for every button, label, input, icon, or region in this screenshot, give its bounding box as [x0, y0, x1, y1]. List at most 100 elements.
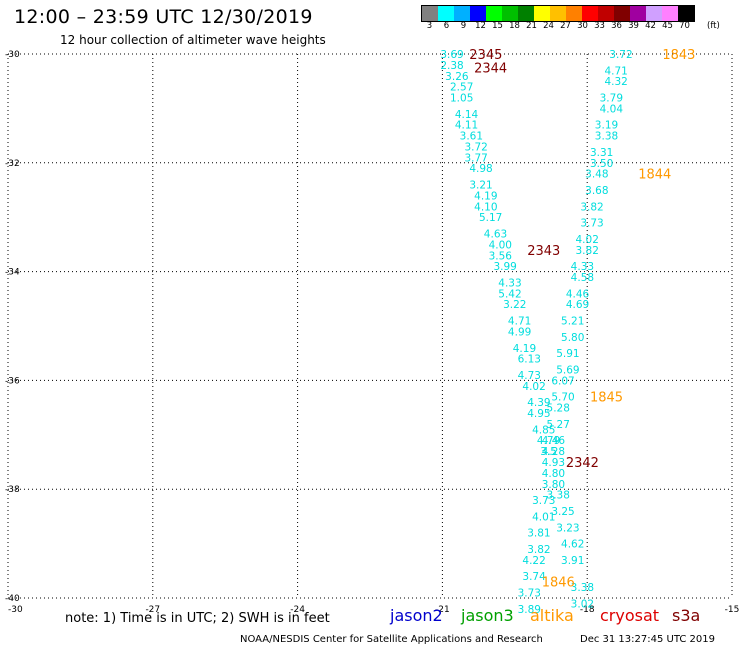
wave-height-label: 4.33	[571, 261, 594, 273]
wave-height-label: 4.04	[600, 103, 624, 115]
wave-height-label: 2.57	[450, 82, 473, 94]
wave-height-label: 3.50	[590, 158, 613, 170]
wave-height-label: 6.13	[518, 354, 541, 366]
legend-swatch	[534, 6, 550, 21]
wave-height-label: 4.32	[604, 76, 627, 88]
legend-swatch-label: 15	[492, 21, 503, 31]
legend-swatch-label: 30	[577, 21, 588, 31]
wave-height-label: 3.72	[609, 49, 632, 61]
wave-height-label: 5.80	[561, 332, 584, 344]
pass-time-label: 2343	[527, 244, 560, 259]
x-tick-label: -27	[145, 605, 160, 615]
wave-height-label: 6.07	[551, 375, 574, 387]
wave-height-label: 3.02	[571, 598, 594, 610]
wave-height-label: 5.21	[561, 316, 584, 328]
legend-altika: altika	[530, 606, 574, 625]
wave-height-label: 4.39	[527, 397, 550, 409]
wave-height-label: 4.46	[566, 288, 590, 300]
wave-height-label: 3.19	[595, 120, 618, 132]
wave-height-label: 3.31	[590, 147, 613, 159]
wave-height-label: 3.82	[527, 544, 550, 556]
wave-height-label: 3.38	[595, 131, 618, 143]
legend-swatch	[662, 6, 678, 21]
legend-s3a: s3a	[672, 606, 701, 625]
legend-swatch	[646, 6, 662, 21]
legend-swatch	[454, 6, 470, 21]
wave-height-label: 3.23	[556, 522, 579, 534]
legend-swatch-label: 18	[509, 21, 520, 31]
wave-height-label: 4.69	[566, 299, 589, 311]
wave-height-label: 4.11	[455, 120, 478, 132]
legend-swatch	[502, 6, 518, 21]
legend-cryosat: cryosat	[600, 606, 660, 625]
wave-height-label: 3.21	[469, 180, 492, 192]
wave-height-label: 3.73	[518, 588, 541, 600]
legend-swatch-label: 6	[443, 21, 450, 31]
wave-height-label: 4.93	[542, 457, 565, 469]
wave-height-label: 3.26	[445, 71, 469, 83]
x-tick-label: -18	[580, 605, 595, 615]
wave-height-label: 4.22	[522, 555, 545, 567]
wave-height-label: 5.69	[556, 365, 579, 377]
wave-height-label: 5.70	[551, 392, 574, 404]
wave-height-label: 3.5	[540, 446, 557, 458]
generated-timestamp: Dec 31 13:27:45 UTC 2019	[580, 634, 715, 645]
wave-height-label: 2.38	[440, 60, 463, 72]
wave-height-label: 5.17	[479, 212, 502, 224]
wave-height-label: 4.99	[508, 326, 531, 338]
wave-height-label: 3.61	[460, 131, 483, 143]
legend-swatch	[486, 6, 502, 21]
wave-height-label: 3.56	[489, 250, 513, 262]
legend-swatch	[630, 6, 646, 21]
legend-swatch-label: 27	[560, 21, 571, 31]
wave-height-label: 5.28	[547, 403, 570, 415]
color-scale-legend	[421, 5, 695, 22]
wave-height-label: 3.22	[503, 299, 526, 311]
wave-height-label: 3.48	[585, 169, 608, 181]
wave-height-label: 3.68	[585, 185, 608, 197]
pass-time-label: 2345	[469, 48, 502, 63]
legend-swatch	[678, 6, 694, 21]
wave-height-label: 3.82	[576, 245, 599, 257]
wave-height-label: 3.80	[542, 479, 565, 491]
legend-swatch	[470, 6, 486, 21]
wave-height-label: 4.98	[469, 163, 492, 175]
wave-height-label: 3.73	[580, 218, 603, 230]
x-tick-label: -24	[290, 605, 305, 615]
y-tick-label: -34	[5, 268, 20, 278]
legend-swatch	[550, 6, 566, 21]
wave-height-label: 4.73	[518, 370, 541, 382]
wave-height-label: 4.10	[474, 201, 497, 213]
wave-height-label: 4.71	[508, 316, 531, 328]
y-tick-label: -30	[5, 50, 20, 60]
wave-height-label: 4.63	[484, 229, 507, 241]
wave-height-label: 3.99	[493, 261, 516, 273]
legend-swatch	[566, 6, 582, 21]
wave-height-label: 3.77	[464, 152, 487, 164]
wave-height-label: 4.79	[537, 435, 560, 447]
wave-height-label: 3.91	[561, 555, 584, 567]
wave-height-label: 5.27	[547, 419, 570, 431]
color-scale-labels: 3 6 9 12 15 18 21 24 27 30 33 36 39 42 45 70	[421, 21, 710, 31]
wave-height-label: 3.79	[600, 93, 623, 105]
legend-swatch	[438, 6, 454, 21]
wave-height-label: 3.38	[547, 490, 570, 502]
legend-swatch	[614, 6, 630, 21]
wave-height-label: 4.62	[561, 539, 584, 551]
legend-swatch-label: 36	[611, 21, 622, 31]
y-tick-label: -36	[5, 376, 20, 386]
legend-swatch-label: 42	[645, 21, 656, 31]
y-tick-label: -32	[5, 159, 20, 169]
wave-height-label: 3.74	[522, 571, 546, 583]
page-title: 12:00 – 23:59 UTC 12/30/2019	[14, 6, 313, 28]
pass-time-label: 1843	[662, 48, 695, 63]
wave-height-label: 4.80	[542, 468, 565, 480]
legend-swatch-label: 39	[628, 21, 639, 31]
wave-height-label: 4.46	[542, 435, 566, 447]
pass-time-label: 1845	[590, 391, 623, 406]
legend-swatch	[582, 6, 598, 21]
pass-time-label: 2342	[566, 456, 599, 471]
legend-jason3: jason3	[461, 606, 514, 625]
wave-height-label: 1.05	[450, 93, 473, 105]
